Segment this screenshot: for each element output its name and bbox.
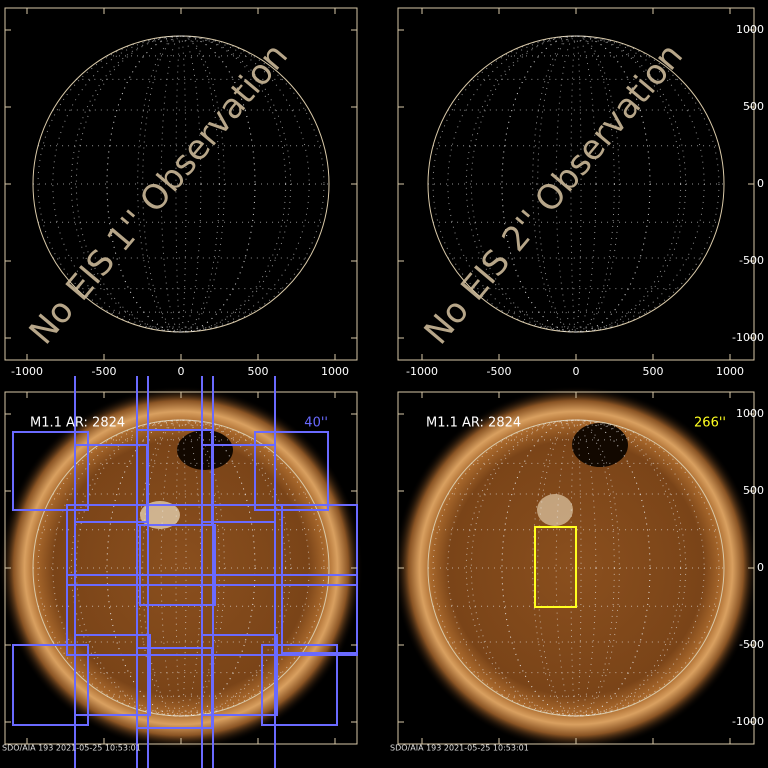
y-tick-label: -500 — [739, 254, 764, 267]
footer: SDO/AIA 193 2021-05-25 10:53:01 — [2, 744, 141, 753]
meridian — [532, 419, 620, 717]
raster-size: 266'' — [694, 416, 726, 431]
meridian — [37, 35, 325, 333]
meridian — [137, 419, 225, 717]
x-tick-label: -500 — [487, 365, 512, 378]
meridian — [160, 35, 202, 333]
x-tick-label: -500 — [92, 365, 117, 378]
active-region — [537, 494, 573, 526]
eis-boxes — [12, 376, 358, 768]
y-tick-label: 1000 — [736, 407, 764, 420]
meridian — [432, 35, 720, 333]
meridian — [432, 419, 720, 717]
y-tick-label: 0 — [757, 561, 764, 574]
y-tick-label: -500 — [739, 638, 764, 651]
active-region — [140, 501, 180, 529]
coronal-hole — [177, 430, 233, 470]
y-tick-label: 0 — [757, 177, 764, 190]
coronal-hole — [572, 423, 628, 467]
meridian — [570, 35, 582, 333]
panel-title: M1.1 AR: 2824 — [30, 416, 125, 431]
meridian — [37, 419, 325, 717]
y-tick-label: -1000 — [732, 715, 764, 728]
y-tick-label: 500 — [743, 100, 764, 113]
x-tick-label: 500 — [643, 365, 664, 378]
raster-size: 40'' — [304, 416, 328, 431]
x-tick-label: 0 — [178, 365, 185, 378]
meridian — [570, 419, 582, 717]
sun-image — [0, 386, 363, 750]
x-tick-label: 1000 — [321, 365, 349, 378]
y-tick-label: 1000 — [736, 23, 764, 36]
x-tick-label: 1000 — [716, 365, 744, 378]
meridian — [175, 419, 187, 717]
meridian — [160, 419, 202, 717]
meridian — [70, 35, 292, 333]
x-tick-label: 500 — [248, 365, 269, 378]
meridian — [175, 35, 187, 333]
eis-box — [534, 526, 577, 608]
meridian — [70, 419, 292, 717]
meridian — [137, 35, 225, 333]
footer: SDO/AIA 193 2021-05-25 10:53:01 — [390, 744, 529, 753]
panel-title: M1.1 AR: 2824 — [426, 416, 521, 431]
x-tick-label: -1000 — [406, 365, 438, 378]
y-tick-label: 500 — [743, 484, 764, 497]
x-tick-label: -1000 — [11, 365, 43, 378]
x-tick-label: 0 — [573, 365, 580, 378]
meridian — [532, 35, 620, 333]
meridian — [555, 35, 597, 333]
y-tick-label: -1000 — [732, 331, 764, 344]
meridian — [555, 419, 597, 717]
